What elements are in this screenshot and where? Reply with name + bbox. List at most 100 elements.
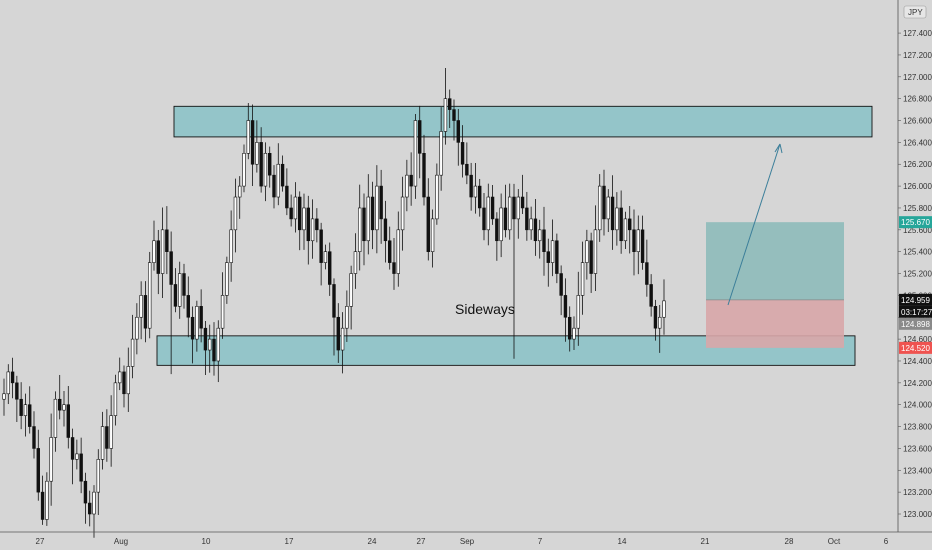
y-tick-label: 124.000 bbox=[903, 401, 932, 410]
y-tick-label: 123.800 bbox=[903, 423, 932, 432]
candle-body bbox=[259, 142, 263, 187]
candle-body bbox=[400, 196, 405, 231]
currency-label: JPY bbox=[908, 8, 923, 17]
candle-body bbox=[658, 316, 662, 329]
candle-body bbox=[426, 196, 430, 252]
candle-body bbox=[319, 229, 323, 263]
y-tick-label: 123.200 bbox=[903, 488, 932, 497]
price-badge bbox=[899, 317, 932, 330]
candle-body bbox=[349, 273, 353, 307]
candle-body bbox=[62, 404, 66, 411]
candle-body bbox=[550, 240, 555, 263]
price-badge bbox=[899, 293, 932, 306]
candle-body bbox=[383, 218, 388, 242]
price-badge bbox=[899, 341, 932, 354]
candle-body bbox=[499, 207, 503, 242]
candle-body bbox=[503, 207, 508, 231]
y-tick-label: 123.000 bbox=[903, 510, 932, 519]
candle-body bbox=[156, 240, 160, 274]
y-tick-label: 125.400 bbox=[903, 248, 932, 257]
candle-body bbox=[216, 327, 220, 362]
candle-body bbox=[559, 273, 563, 296]
candle-body bbox=[306, 207, 310, 242]
x-tick-label: 10 bbox=[202, 537, 211, 546]
y-tick-label: 126.600 bbox=[903, 117, 932, 126]
price-badge-label: 03:17:27 bbox=[901, 308, 932, 317]
candle-body bbox=[242, 153, 246, 187]
candle-body bbox=[619, 207, 623, 242]
time-axis[interactable]: 27 Aug 10 17 24 27 Sep 7 14 21 28 Oct 6 bbox=[0, 531, 932, 546]
candle-body bbox=[358, 207, 362, 252]
candle-body bbox=[212, 338, 216, 362]
candle-body bbox=[602, 185, 606, 220]
candle-body bbox=[285, 185, 289, 209]
y-tick-label: 123.400 bbox=[903, 466, 932, 475]
candle-body bbox=[135, 316, 139, 340]
candle-body bbox=[422, 153, 426, 198]
candle-body bbox=[225, 262, 229, 296]
candle-body bbox=[439, 131, 443, 176]
x-tick-label: 27 bbox=[36, 537, 45, 546]
position-tool[interactable] bbox=[706, 143, 844, 348]
x-tick-label: 14 bbox=[618, 537, 627, 546]
candle-body bbox=[113, 382, 118, 416]
candle-body bbox=[345, 306, 349, 329]
candle-body bbox=[70, 437, 75, 460]
candle-body bbox=[268, 153, 272, 176]
currency-tag: JPY bbox=[903, 5, 927, 19]
resistance-zone[interactable] bbox=[173, 105, 873, 138]
candle-body bbox=[452, 109, 456, 121]
x-tick-label: 6 bbox=[884, 537, 889, 546]
candle-body bbox=[109, 415, 113, 449]
candle-body bbox=[628, 218, 632, 231]
candle-body bbox=[448, 98, 452, 110]
stop-area[interactable] bbox=[706, 299, 844, 348]
candle-body bbox=[525, 207, 529, 231]
candle-body bbox=[298, 196, 302, 231]
candle-body bbox=[375, 185, 379, 231]
candle-body bbox=[280, 163, 285, 187]
candle-body bbox=[208, 338, 212, 351]
candle-body bbox=[122, 371, 126, 395]
candle-body bbox=[96, 459, 100, 493]
candle-body bbox=[272, 174, 276, 198]
candle-body bbox=[538, 229, 542, 242]
sideways-annotation: Sideways bbox=[455, 301, 515, 317]
candle-body bbox=[79, 453, 83, 482]
candle-body bbox=[118, 371, 122, 384]
y-tick-label: 123.600 bbox=[903, 444, 932, 453]
price-badge-label: 124.959 bbox=[901, 296, 930, 305]
price-badge-label: 124.520 bbox=[901, 344, 930, 353]
candle-body bbox=[606, 196, 610, 220]
candle-body bbox=[10, 371, 15, 384]
target-area[interactable] bbox=[706, 222, 844, 300]
candle-body bbox=[340, 327, 345, 351]
candle-body bbox=[66, 404, 70, 438]
y-tick-label: 127.200 bbox=[903, 51, 932, 60]
candle-body bbox=[130, 338, 135, 367]
candle-body bbox=[640, 229, 645, 263]
candle-body bbox=[302, 207, 306, 231]
candle-body bbox=[195, 306, 199, 340]
candle-body bbox=[238, 185, 242, 198]
candle-body bbox=[336, 316, 340, 351]
candle-body bbox=[203, 327, 208, 351]
y-tick-label: 127.000 bbox=[903, 73, 932, 82]
candle-body bbox=[19, 398, 23, 416]
candle-body bbox=[473, 185, 478, 198]
candle-body bbox=[165, 229, 169, 252]
candle-body bbox=[486, 196, 490, 231]
candle-body bbox=[542, 229, 546, 252]
candle-body bbox=[310, 218, 315, 242]
candle-body bbox=[388, 240, 392, 263]
candle-body bbox=[88, 502, 92, 515]
price-axis[interactable]: 123.000 123.200 123.400 123.600 123.800 124.0… bbox=[897, 0, 932, 532]
candle-body bbox=[169, 251, 173, 285]
candle-body bbox=[105, 426, 109, 449]
candle-body bbox=[323, 251, 328, 263]
x-tick-label: 24 bbox=[368, 537, 377, 546]
price-badge-label: 124.898 bbox=[901, 320, 930, 329]
candle-body bbox=[178, 273, 182, 307]
